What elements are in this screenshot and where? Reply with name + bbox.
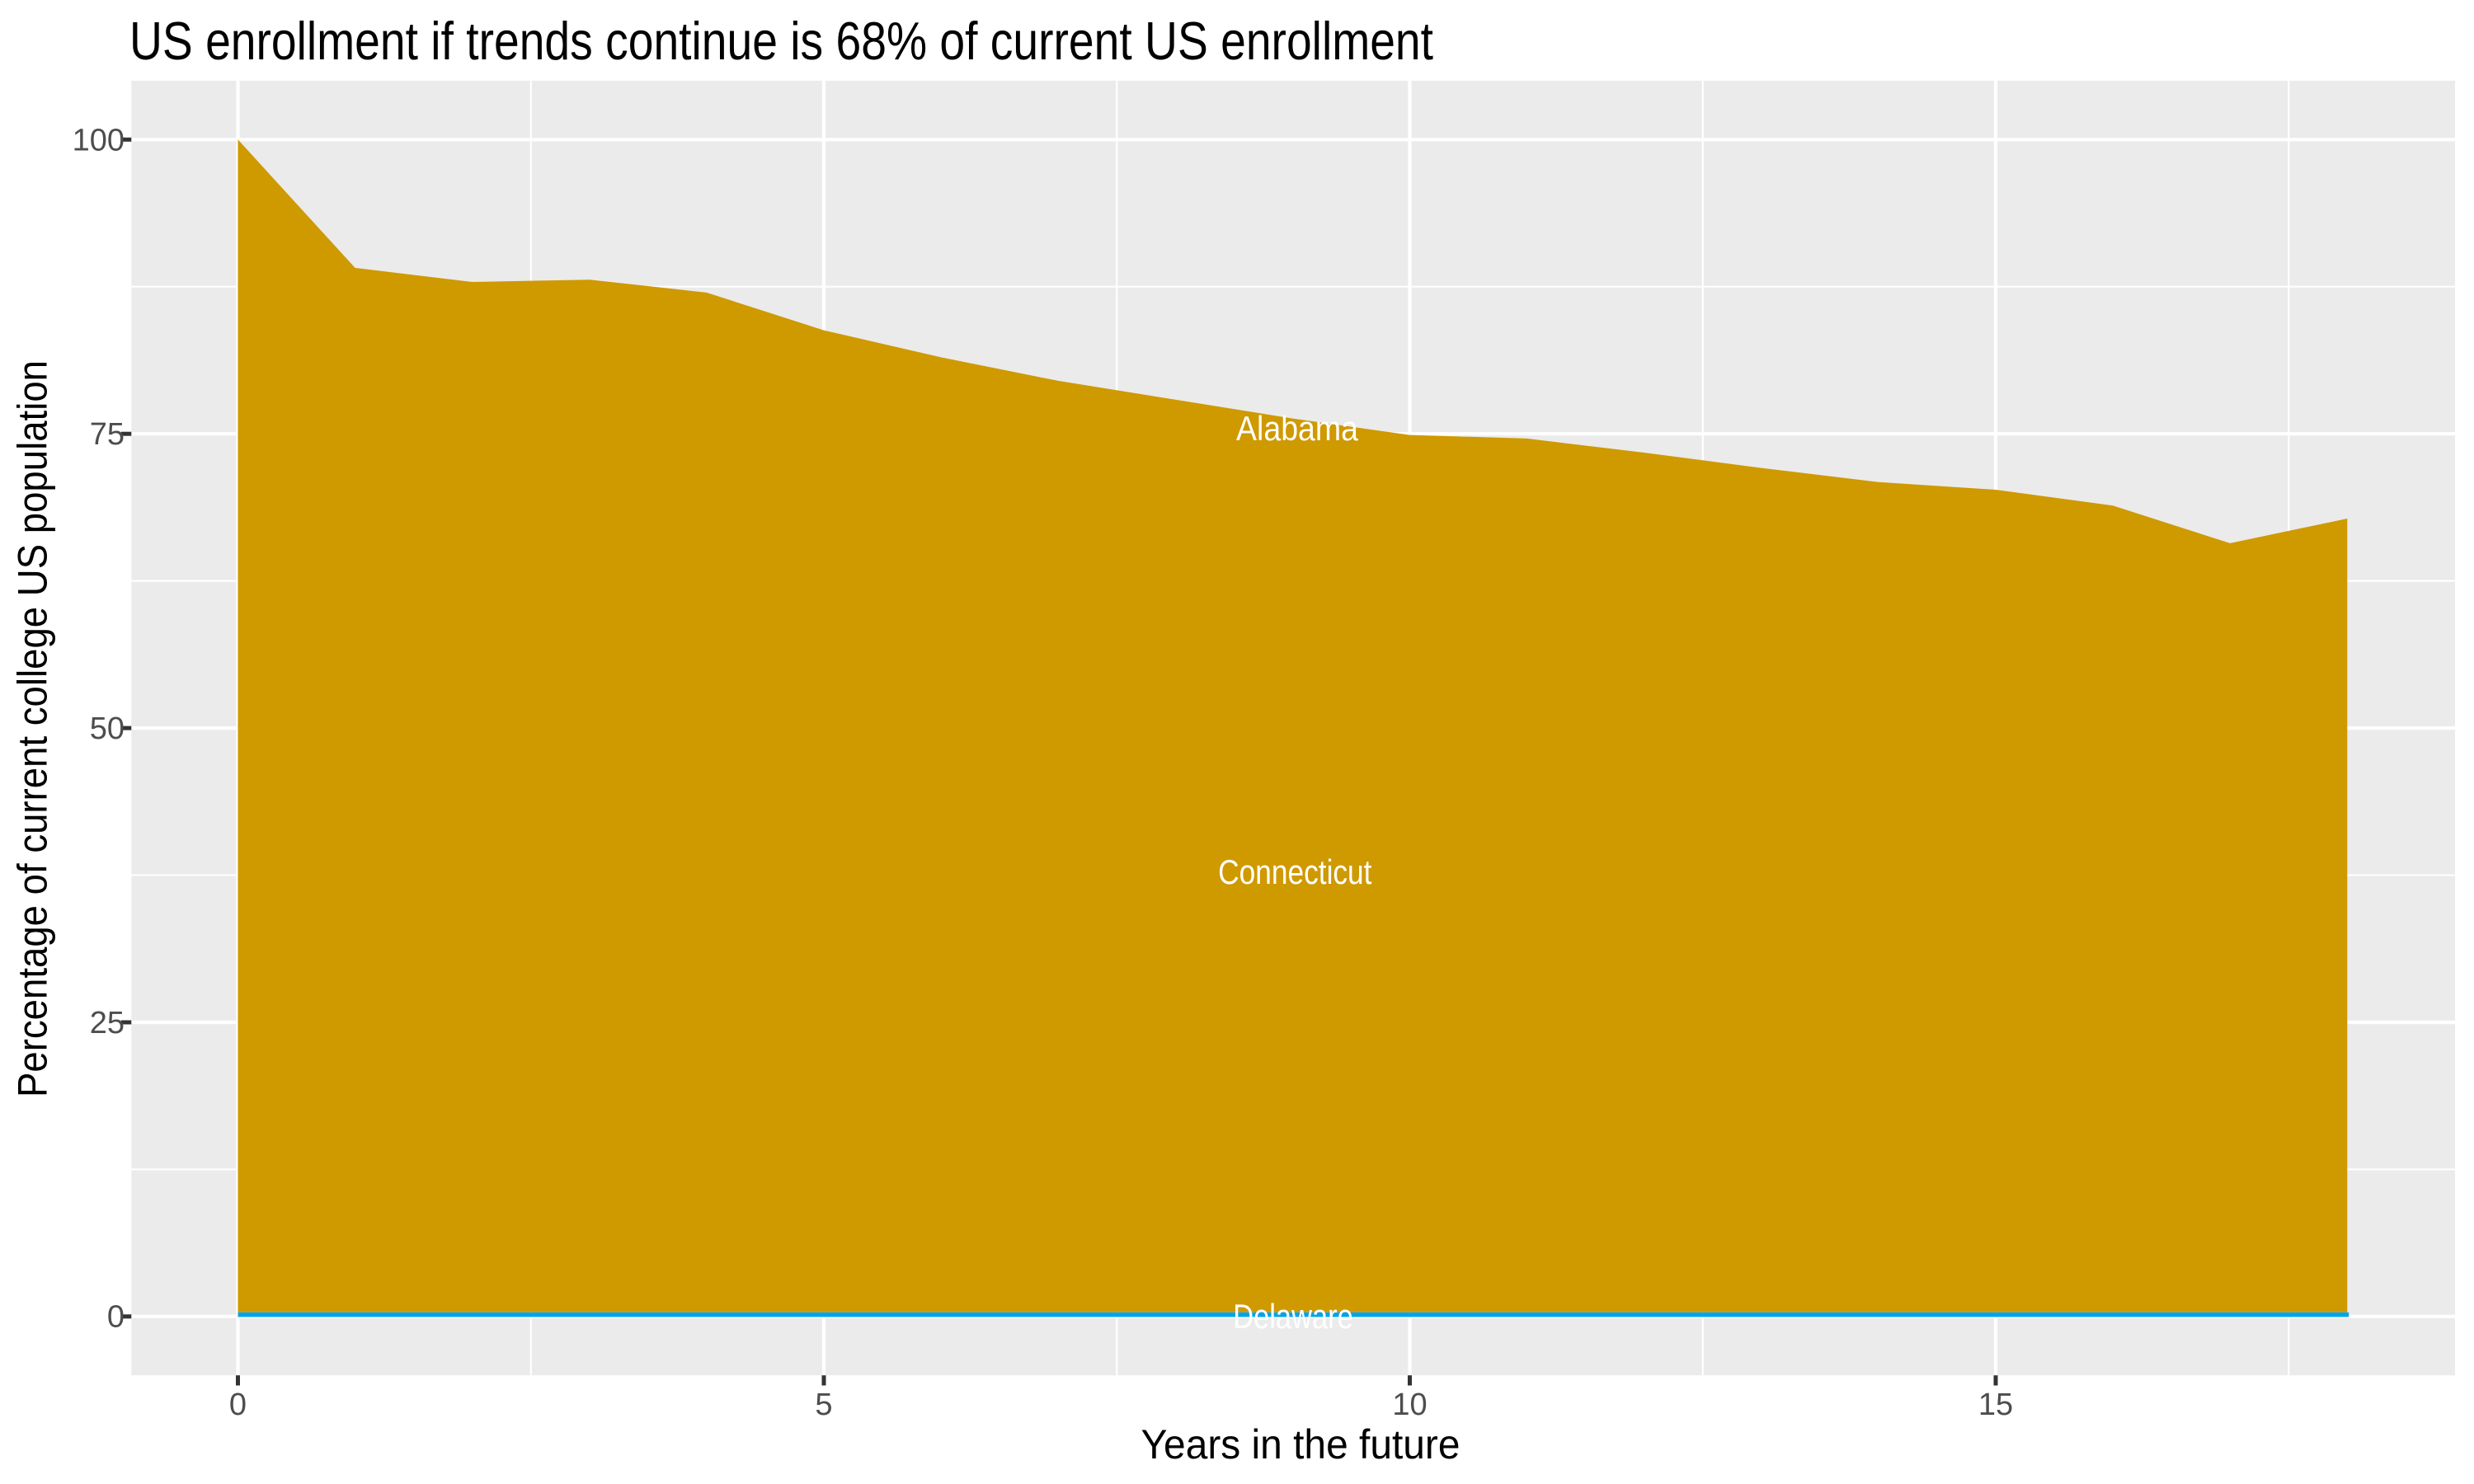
- svg-text:Percentage of current college: Percentage of current college US populat…: [10, 360, 56, 1097]
- svg-text:Connecticut: Connecticut: [1218, 852, 1372, 891]
- svg-text:75: 75: [90, 417, 125, 452]
- svg-text:0: 0: [107, 1300, 125, 1335]
- svg-text:50: 50: [90, 711, 125, 746]
- svg-text:15: 15: [1978, 1388, 2013, 1422]
- svg-text:25: 25: [90, 1006, 125, 1040]
- svg-text:5: 5: [815, 1388, 832, 1422]
- svg-text:Alabama: Alabama: [1236, 409, 1359, 448]
- svg-text:100: 100: [73, 123, 125, 157]
- svg-text:US enrollment if trends contin: US enrollment if trends continue is 68% …: [129, 11, 1433, 71]
- svg-text:10: 10: [1392, 1388, 1427, 1422]
- svg-text:Years in the future: Years in the future: [1141, 1421, 1460, 1468]
- svg-text:0: 0: [229, 1388, 247, 1422]
- svg-text:Delaware: Delaware: [1233, 1297, 1353, 1336]
